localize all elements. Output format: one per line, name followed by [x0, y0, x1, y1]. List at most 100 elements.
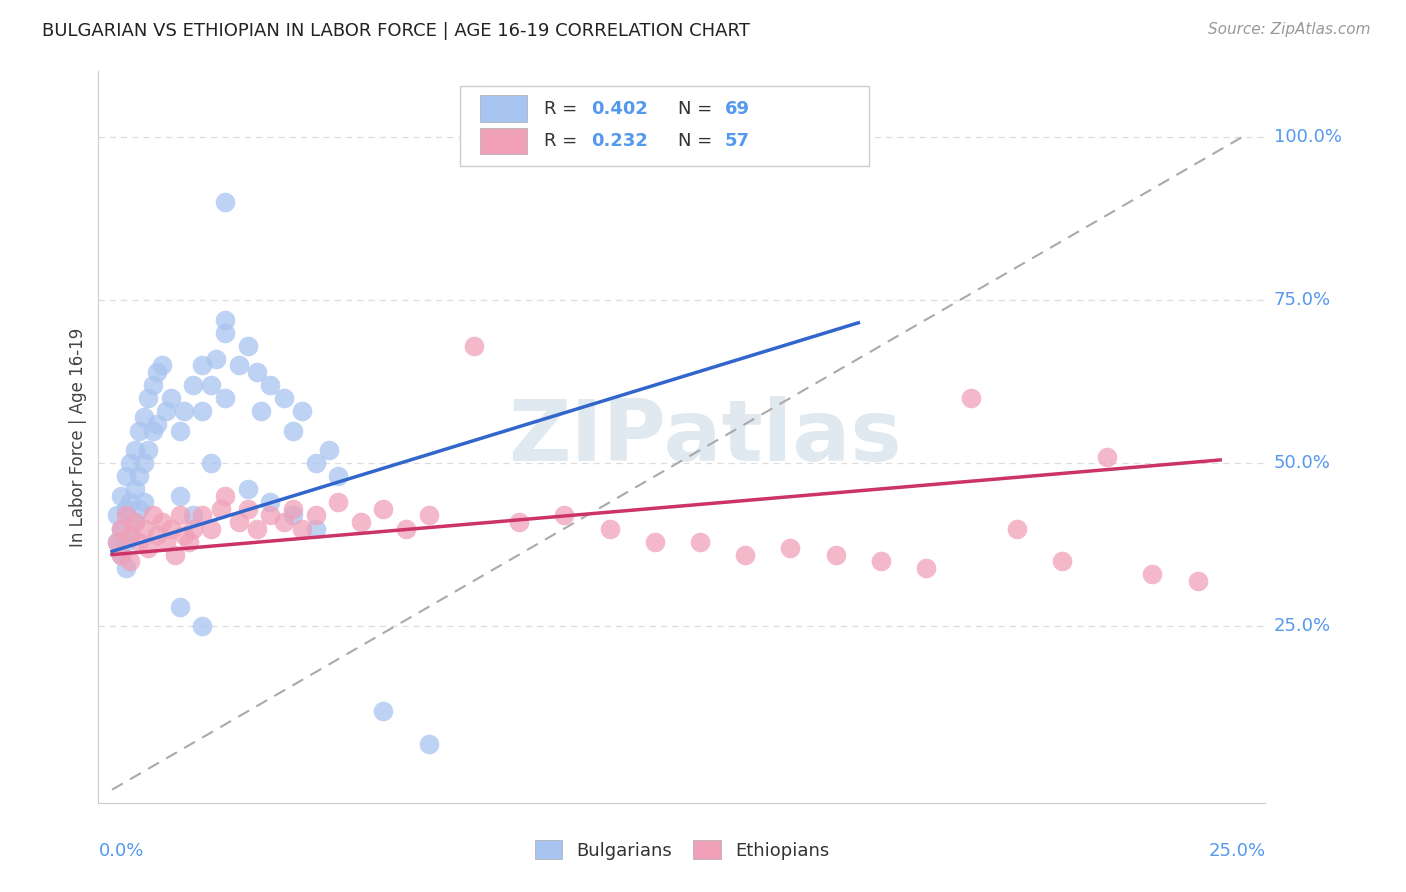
Point	[318, 443, 340, 458]
Point	[136, 541, 159, 555]
Point	[124, 515, 146, 529]
Text: 50.0%: 50.0%	[1274, 454, 1330, 472]
FancyBboxPatch shape	[479, 128, 527, 154]
Point	[114, 534, 136, 549]
Point	[328, 469, 350, 483]
Point	[328, 495, 350, 509]
Point	[553, 508, 575, 523]
Point	[214, 312, 236, 326]
Point	[1187, 574, 1209, 588]
Point	[128, 469, 150, 483]
Point	[259, 508, 281, 523]
Point	[259, 495, 281, 509]
Point	[214, 489, 236, 503]
Point	[169, 599, 191, 614]
Text: N =: N =	[679, 132, 718, 150]
Point	[146, 365, 169, 379]
Point	[132, 410, 155, 425]
Point	[191, 358, 214, 372]
Point	[169, 489, 191, 503]
Point	[124, 515, 146, 529]
Text: 100.0%: 100.0%	[1274, 128, 1341, 145]
Point	[120, 528, 142, 542]
Point	[209, 502, 232, 516]
Text: R =: R =	[544, 132, 583, 150]
Point	[150, 515, 173, 529]
Point	[191, 508, 214, 523]
Text: N =: N =	[679, 100, 718, 118]
Point	[191, 619, 214, 633]
Point	[136, 443, 159, 458]
Point	[273, 515, 295, 529]
Point	[304, 456, 326, 470]
Point	[120, 456, 142, 470]
Point	[200, 456, 222, 470]
Point	[508, 515, 530, 529]
Legend: Bulgarians, Ethiopians: Bulgarians, Ethiopians	[527, 833, 837, 867]
Text: 0.0%: 0.0%	[98, 842, 143, 860]
Point	[105, 534, 128, 549]
Point	[246, 365, 269, 379]
Point	[142, 424, 165, 438]
Text: 0.402: 0.402	[591, 100, 648, 118]
Point	[644, 534, 666, 549]
Point	[304, 521, 326, 535]
Point	[146, 528, 169, 542]
Point	[155, 404, 177, 418]
Point	[214, 194, 236, 209]
Point	[128, 502, 150, 516]
Point	[105, 534, 128, 549]
Text: 25.0%: 25.0%	[1274, 617, 1331, 635]
Point	[165, 548, 187, 562]
Point	[132, 495, 155, 509]
Point	[228, 515, 250, 529]
Point	[236, 502, 259, 516]
Point	[960, 391, 983, 405]
Point	[205, 351, 228, 366]
Point	[281, 508, 304, 523]
Point	[246, 521, 269, 535]
Point	[110, 521, 132, 535]
FancyBboxPatch shape	[460, 86, 869, 167]
Point	[824, 548, 846, 562]
Point	[214, 326, 236, 340]
Point	[418, 508, 440, 523]
Point	[110, 548, 132, 562]
Text: R =: R =	[544, 100, 583, 118]
Point	[124, 443, 146, 458]
Point	[120, 495, 142, 509]
Point	[1095, 450, 1118, 464]
Point	[177, 534, 200, 549]
Point	[114, 560, 136, 574]
Point	[159, 391, 181, 405]
Point	[350, 515, 373, 529]
Point	[236, 483, 259, 497]
Point	[281, 424, 304, 438]
Text: 57: 57	[725, 132, 749, 150]
Point	[1050, 554, 1073, 568]
Text: 75.0%: 75.0%	[1274, 291, 1331, 309]
Point	[191, 404, 214, 418]
Point	[114, 508, 136, 523]
Point	[599, 521, 621, 535]
Point	[200, 521, 222, 535]
Point	[395, 521, 418, 535]
Point	[228, 358, 250, 372]
Point	[734, 548, 756, 562]
Point	[291, 404, 314, 418]
Text: 25.0%: 25.0%	[1208, 842, 1265, 860]
Point	[304, 508, 326, 523]
Point	[132, 521, 155, 535]
Point	[120, 528, 142, 542]
Point	[281, 502, 304, 516]
Point	[173, 528, 195, 542]
Point	[120, 554, 142, 568]
Point	[173, 404, 195, 418]
Text: ZIPatlas: ZIPatlas	[509, 395, 903, 479]
Point	[183, 521, 205, 535]
FancyBboxPatch shape	[479, 95, 527, 122]
Point	[128, 424, 150, 438]
Y-axis label: In Labor Force | Age 16-19: In Labor Force | Age 16-19	[69, 327, 87, 547]
Point	[124, 483, 146, 497]
Point	[291, 521, 314, 535]
